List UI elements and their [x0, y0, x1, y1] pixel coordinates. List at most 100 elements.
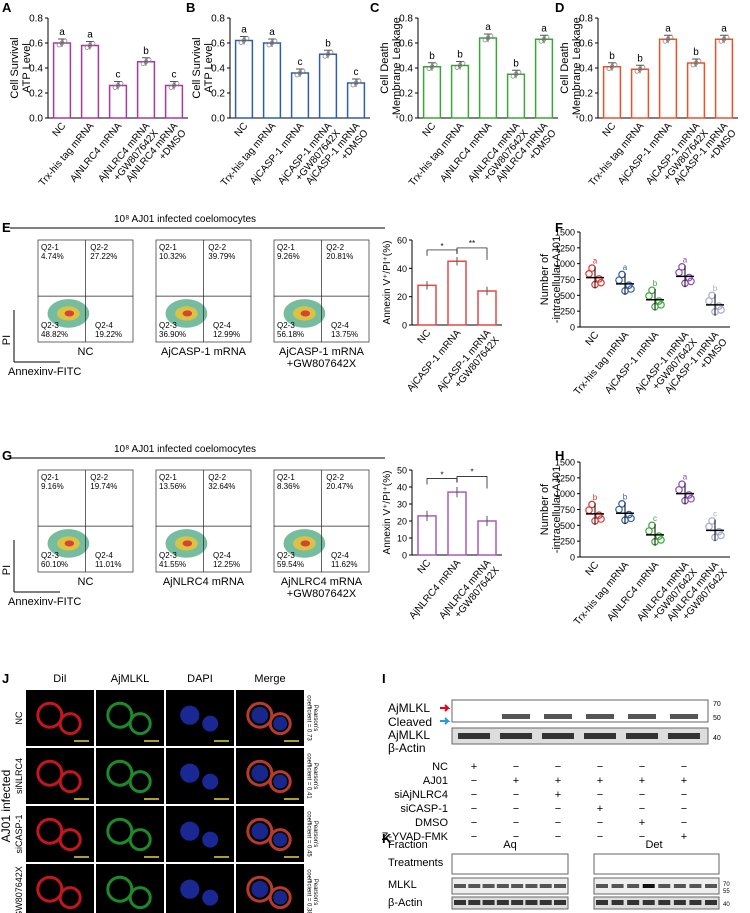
- treatment-sign-line: −: [471, 817, 477, 829]
- data-point: [328, 49, 334, 55]
- y-tick-label-line: 1000: [555, 489, 575, 499]
- flow-plot: Q2-1 4.74% Q2-2 27.22% Q2-3 48.82% Q2-4 19.22%N…: [37, 239, 134, 358]
- band-actin: [554, 900, 566, 905]
- micro-tile: [166, 864, 234, 913]
- pi-axis-label: PI: [1, 335, 13, 345]
- treatment-sign: −: [639, 789, 645, 801]
- treatment-sign-line: −: [597, 789, 603, 801]
- quadrant-label-line: Q2-1: [159, 473, 177, 482]
- treatment-sign: −: [513, 803, 519, 815]
- bar: [318, 53, 338, 119]
- flow-plot-label: AjNLRC4 mRNA: [163, 576, 245, 588]
- blot-label-line: β-Actin: [388, 741, 426, 755]
- treatment-sign-line: −: [471, 803, 477, 815]
- data-point: [612, 62, 618, 68]
- treatment-header-box: [451, 853, 569, 875]
- sig-letter-line: a: [665, 23, 671, 34]
- treatment-sign-line: −: [471, 789, 477, 801]
- nucleus: [202, 773, 219, 790]
- quadrant-label-line: 39.79%: [208, 252, 235, 261]
- quadrant-label: Q2-2 39.79%: [208, 243, 235, 261]
- x-tick-label: NC: [233, 121, 251, 139]
- merge-nucleus: [251, 764, 269, 782]
- data-point: [668, 34, 674, 40]
- quadrant-label: Q2-1 4.74%: [41, 243, 64, 261]
- cell-membrane: [268, 712, 292, 736]
- quadrant-label-line: 8.36%: [277, 482, 300, 491]
- mw-marker-line: 50: [713, 715, 721, 722]
- y-tick-label: 0.0: [579, 114, 593, 125]
- mw-marker-line: 70: [713, 701, 721, 708]
- micro-col-header-line: AjMLKL: [111, 673, 150, 685]
- data-point: [300, 68, 306, 74]
- cell-membrane: [268, 770, 292, 794]
- quadrant-label: Q2-2 19.74%: [90, 473, 117, 491]
- y-tick-label: 0.4: [29, 64, 43, 75]
- data-point: [625, 510, 633, 519]
- bar: [447, 260, 467, 326]
- quadrant-label-line: 13.56%: [159, 482, 186, 491]
- treatment-sign-line: −: [681, 789, 687, 801]
- nucleus: [180, 763, 200, 783]
- flow-plot-label-line: AjCASP-1 mRNA: [161, 346, 247, 358]
- panel-letter-D: D: [555, 0, 564, 15]
- treatment-sign: +: [681, 831, 687, 843]
- cell-membrane: [106, 875, 134, 903]
- y-tick-label: 50: [397, 466, 407, 476]
- y-tick-label-line: 0.6: [579, 39, 593, 50]
- quadrant-label-line: Q2-1: [159, 243, 177, 252]
- pearson-coefficient: Pearson'scoefficient = 0.38: [305, 869, 318, 913]
- y-axis-label-line: -Membrane Leakage: [571, 17, 583, 119]
- y-axis-label-line: -Membrane Leakage: [391, 17, 403, 119]
- sig-letter-line: c: [354, 67, 359, 78]
- treatments-label-line: Treatments: [388, 857, 444, 869]
- data-point: [432, 62, 438, 68]
- treatments-label: Treatments: [388, 857, 444, 869]
- micro-tile: [166, 806, 234, 862]
- y-tick-label-line: 1250: [555, 473, 575, 483]
- band-actin: [658, 900, 671, 905]
- micro-row-label: siNLRC4: [14, 758, 24, 794]
- sig-letter-line: c: [116, 70, 121, 81]
- y-tick-label-line: 0.8: [399, 14, 413, 25]
- treatment-sign-line: +: [555, 789, 561, 801]
- sig-letter-line: b: [653, 279, 658, 288]
- bar: [477, 290, 497, 326]
- data-point: [588, 264, 596, 272]
- treatment-sign-line: +: [681, 775, 687, 787]
- quadrant-label: Q2-1 13.56%: [159, 473, 186, 491]
- data-point: [516, 69, 522, 75]
- micro-col-header-line: DiI: [53, 673, 66, 685]
- y-tick-label-line: 0.2: [579, 89, 593, 100]
- cell-membrane: [268, 886, 292, 910]
- y-tick-label: 0.0: [399, 114, 413, 125]
- quadrant-label-line: 19.22%: [95, 330, 122, 339]
- y-axis-label: Number of-intracellular AJ01: [539, 236, 563, 323]
- sig-letter: c: [354, 67, 359, 78]
- treatment-sign-line: −: [639, 831, 645, 843]
- x-tick-label: NC: [416, 328, 434, 346]
- y-tick-label-line: 1500: [555, 228, 575, 238]
- quadrant-label-line: 41.55%: [159, 560, 186, 569]
- flow-plot: Q2-1 9.16% Q2-2 19.74% Q2-3 60.10% Q2-4 11.01%N…: [37, 469, 134, 588]
- treatment-sign: +: [639, 817, 645, 829]
- blot-row-label-line: MLKL: [388, 879, 417, 891]
- flow-plot-label: AjCASP-1 mRNA +GW807642X: [279, 346, 365, 370]
- annexin-axis-label: Annexinv-FITC: [8, 596, 81, 608]
- cell-membrane: [58, 770, 82, 794]
- treatment-name: AJ01: [423, 775, 448, 787]
- cell-membrane: [246, 817, 274, 845]
- cell-membrane: [128, 828, 152, 852]
- panel-letter-D-line: D: [555, 0, 564, 15]
- y-tick-label-line: 0.6: [29, 39, 43, 50]
- flow-plot-label-line: NC: [78, 576, 94, 588]
- flow-plot-label: NC: [78, 346, 94, 358]
- y-tick-label-line: 0.8: [579, 14, 593, 25]
- pearson-coefficient-line: coefficient = 0.41: [305, 753, 311, 799]
- quadrant-label-line: 32.64%: [208, 482, 235, 491]
- sig-letter-line: b: [457, 50, 463, 61]
- y-tick-label: 0.4: [211, 64, 225, 75]
- sig-bracket: [456, 247, 488, 260]
- cell-cloud-peak: [182, 310, 193, 317]
- data-point: [678, 263, 686, 271]
